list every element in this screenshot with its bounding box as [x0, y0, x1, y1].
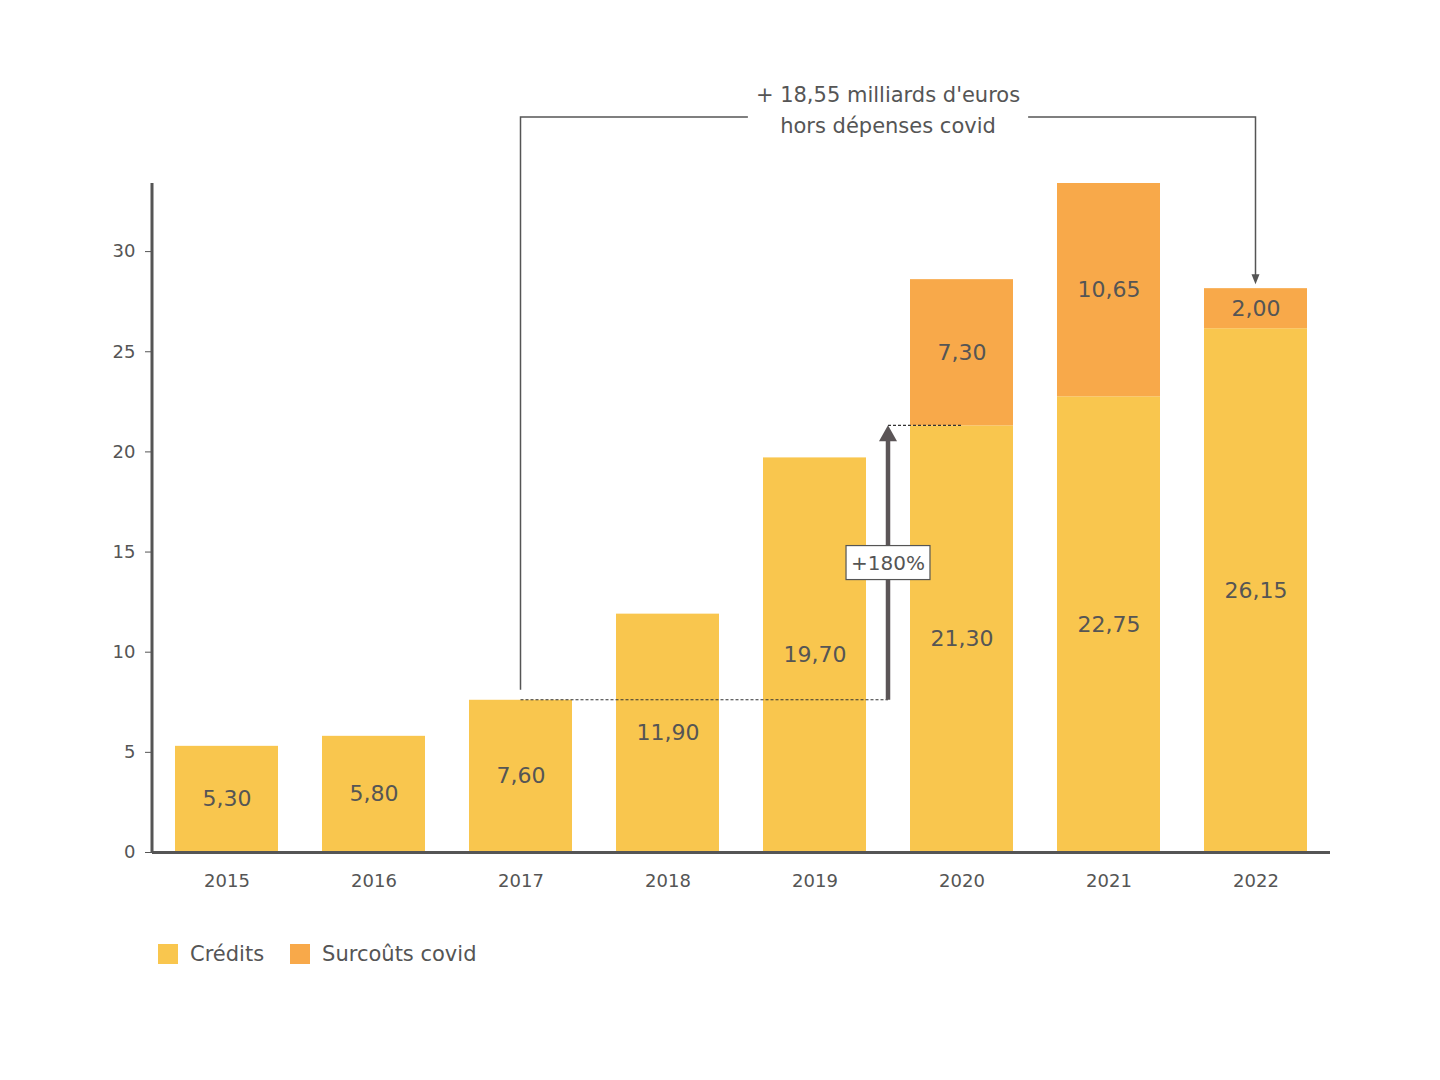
svg-text:0: 0 — [124, 841, 135, 862]
svg-text:2,00: 2,00 — [1232, 296, 1281, 321]
svg-text:25: 25 — [113, 341, 136, 362]
svg-text:11,90: 11,90 — [637, 720, 700, 745]
svg-text:5,80: 5,80 — [350, 781, 399, 806]
html-text:Surcoûts covid: Surcoûts covid — [322, 942, 477, 966]
svg-text:26,15: 26,15 — [1225, 578, 1288, 603]
svg-text:5,30: 5,30 — [203, 786, 252, 811]
svg-text:10,65: 10,65 — [1078, 277, 1141, 302]
svg-text:5: 5 — [124, 741, 135, 762]
svg-text:7,30: 7,30 — [938, 340, 987, 365]
svg-text:30: 30 — [113, 240, 136, 261]
svg-text:20: 20 — [113, 441, 136, 462]
html-text:Crédits: Crédits — [190, 942, 265, 966]
svg-text:+180%: +180% — [851, 551, 925, 575]
svg-text:2019: 2019 — [792, 870, 838, 891]
svg-text:2021: 2021 — [1086, 870, 1132, 891]
svg-text:2018: 2018 — [645, 870, 691, 891]
svg-text:2022: 2022 — [1233, 870, 1279, 891]
svg-text:22,75: 22,75 — [1078, 612, 1141, 637]
svg-text:21,30: 21,30 — [931, 626, 994, 651]
svg-text:10: 10 — [113, 641, 136, 662]
svg-text:19,70: 19,70 — [784, 642, 847, 667]
svg-text:2016: 2016 — [351, 870, 397, 891]
svg-text:2020: 2020 — [939, 870, 985, 891]
svg-text:15: 15 — [113, 541, 136, 562]
svg-text:2017: 2017 — [498, 870, 544, 891]
svg-text:7,60: 7,60 — [497, 763, 546, 788]
svg-text:+ 18,55 milliards d'euroshors: + 18,55 milliards d'euroshors dépenses c… — [756, 83, 1020, 138]
svg-text:2015: 2015 — [204, 870, 250, 891]
